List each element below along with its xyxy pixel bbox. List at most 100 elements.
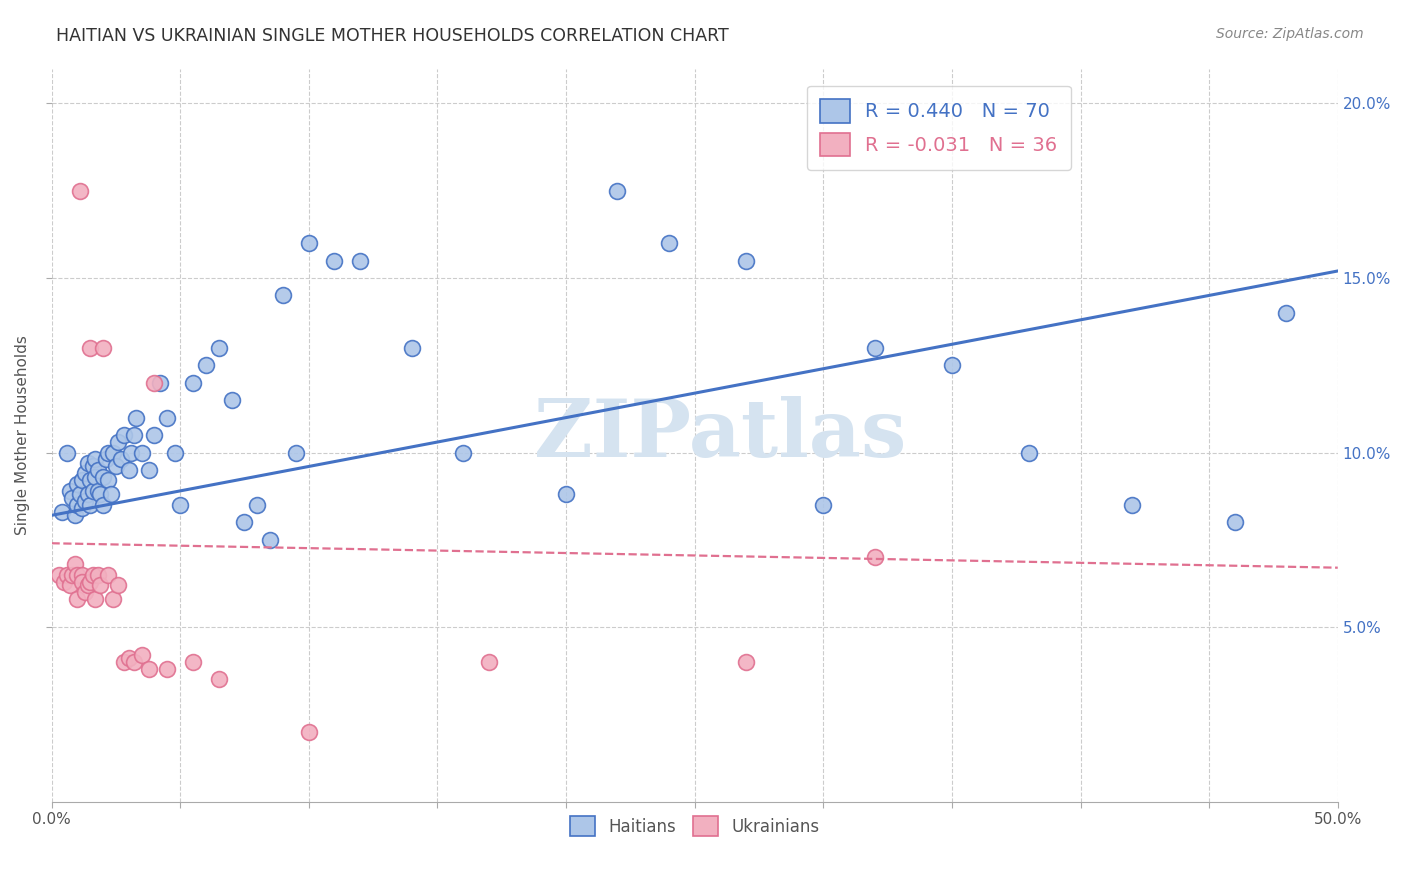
Point xyxy=(555,487,578,501)
Point xyxy=(298,235,321,250)
Point xyxy=(181,376,204,390)
Point xyxy=(118,651,141,665)
Point xyxy=(131,445,153,459)
Point xyxy=(122,655,145,669)
Point xyxy=(89,578,111,592)
Point xyxy=(233,516,256,530)
Point xyxy=(84,470,107,484)
Point xyxy=(813,498,835,512)
Point xyxy=(284,445,307,459)
Point xyxy=(323,253,346,268)
Point xyxy=(156,410,179,425)
Point xyxy=(122,428,145,442)
Point xyxy=(97,474,120,488)
Point xyxy=(349,253,371,268)
Point xyxy=(143,376,166,390)
Point xyxy=(181,655,204,669)
Point xyxy=(56,445,79,459)
Point xyxy=(941,358,963,372)
Point xyxy=(66,477,89,491)
Point xyxy=(1275,306,1298,320)
Point xyxy=(107,578,129,592)
Point xyxy=(1223,516,1246,530)
Point xyxy=(194,358,217,372)
Point xyxy=(138,463,160,477)
Legend: Haitians, Ukrainians: Haitians, Ukrainians xyxy=(562,807,828,845)
Point xyxy=(298,724,321,739)
Point xyxy=(79,574,101,589)
Point xyxy=(100,487,122,501)
Point xyxy=(72,574,94,589)
Point xyxy=(118,463,141,477)
Point xyxy=(87,483,110,498)
Point xyxy=(84,452,107,467)
Point xyxy=(97,567,120,582)
Point xyxy=(863,550,886,565)
Point xyxy=(104,459,127,474)
Point xyxy=(60,567,83,582)
Point xyxy=(56,567,79,582)
Point xyxy=(79,498,101,512)
Point xyxy=(451,445,474,459)
Point xyxy=(107,435,129,450)
Point xyxy=(69,184,91,198)
Point xyxy=(271,288,294,302)
Text: Source: ZipAtlas.com: Source: ZipAtlas.com xyxy=(1216,27,1364,41)
Point xyxy=(221,393,243,408)
Point xyxy=(110,452,132,467)
Point xyxy=(73,585,96,599)
Point xyxy=(66,592,89,607)
Point xyxy=(94,452,117,467)
Point xyxy=(66,498,89,512)
Point xyxy=(606,184,628,198)
Point xyxy=(73,467,96,481)
Y-axis label: Single Mother Households: Single Mother Households xyxy=(15,335,30,535)
Point xyxy=(478,655,501,669)
Point xyxy=(246,498,269,512)
Point xyxy=(163,445,186,459)
Point xyxy=(131,648,153,662)
Point xyxy=(658,235,681,250)
Text: ZIPatlas: ZIPatlas xyxy=(534,396,907,474)
Point xyxy=(103,592,125,607)
Point xyxy=(51,505,73,519)
Point xyxy=(76,578,98,592)
Point xyxy=(148,376,170,390)
Point xyxy=(208,341,231,355)
Point xyxy=(73,494,96,508)
Point xyxy=(72,474,94,488)
Point xyxy=(63,558,86,572)
Point xyxy=(53,574,76,589)
Point xyxy=(58,483,80,498)
Point xyxy=(76,456,98,470)
Point xyxy=(97,445,120,459)
Point xyxy=(103,445,125,459)
Point xyxy=(401,341,423,355)
Point xyxy=(1018,445,1040,459)
Point xyxy=(76,487,98,501)
Point xyxy=(63,508,86,523)
Point xyxy=(138,662,160,676)
Point xyxy=(112,428,135,442)
Point xyxy=(112,655,135,669)
Point xyxy=(79,341,101,355)
Point xyxy=(863,341,886,355)
Point xyxy=(89,487,111,501)
Point xyxy=(79,474,101,488)
Point xyxy=(87,567,110,582)
Point xyxy=(259,533,281,547)
Point xyxy=(48,567,70,582)
Point xyxy=(156,662,179,676)
Text: HAITIAN VS UKRAINIAN SINGLE MOTHER HOUSEHOLDS CORRELATION CHART: HAITIAN VS UKRAINIAN SINGLE MOTHER HOUSE… xyxy=(56,27,728,45)
Point xyxy=(72,567,94,582)
Point xyxy=(208,673,231,687)
Point xyxy=(91,341,114,355)
Point xyxy=(735,253,758,268)
Point xyxy=(91,498,114,512)
Point xyxy=(1121,498,1143,512)
Point xyxy=(82,567,104,582)
Point xyxy=(735,655,758,669)
Point xyxy=(69,487,91,501)
Point xyxy=(120,445,142,459)
Point xyxy=(169,498,191,512)
